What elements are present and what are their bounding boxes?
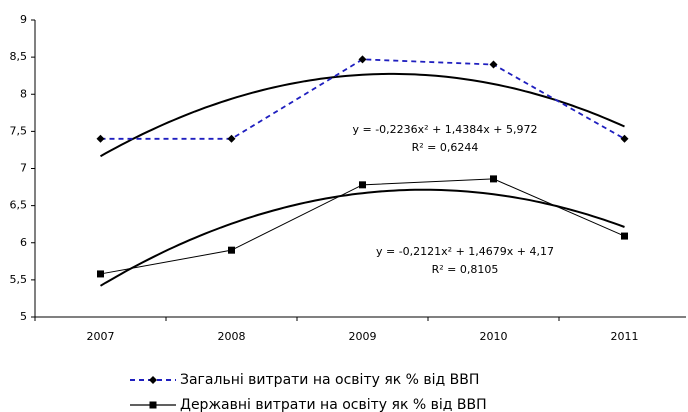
y-tick-label: 7,5 <box>10 124 28 137</box>
legend-label: Державні витрати на освіту як % від ВВП <box>180 397 487 412</box>
legend-marker <box>149 401 157 409</box>
x-tick-label: 2009 <box>349 330 377 343</box>
trend-equation: y = -0,2121x² + 1,4679x + 4,17 <box>376 245 554 258</box>
trendline <box>100 72 625 158</box>
legend: Загальні витрати на освіту як % від ВВП Д… <box>130 372 487 412</box>
y-tick-label: 7 <box>20 162 27 175</box>
marker <box>228 246 235 254</box>
x-tick-label: 2010 <box>480 330 508 343</box>
marker <box>359 181 366 189</box>
x-tick-label: 2007 <box>87 330 115 343</box>
marker <box>489 60 498 69</box>
trend-equation: y = -0,2236x² + 1,4384x + 5,972 <box>352 123 537 136</box>
marker <box>358 55 367 64</box>
trendline <box>99 188 625 287</box>
marker <box>490 175 497 183</box>
legend-label: Загальні витрати на освіту як % від ВВП <box>180 372 479 388</box>
marker <box>621 232 628 240</box>
y-tick-label: 5 <box>20 310 27 323</box>
trend-r2: R² = 0,8105 <box>432 263 499 276</box>
y-tick-label: 8 <box>20 87 27 100</box>
marker <box>96 134 105 143</box>
marker <box>227 134 236 143</box>
y-tick-label: 8,5 <box>10 50 28 63</box>
x-tick-label: 2011 <box>611 330 639 343</box>
marker <box>97 270 104 278</box>
y-tick-label: 5,5 <box>10 273 28 286</box>
y-tick-label: 6,5 <box>10 199 28 212</box>
marker <box>620 134 629 143</box>
legend-marker <box>149 376 157 384</box>
x-tick-label: 2008 <box>218 330 246 343</box>
y-tick-label: 6 <box>20 236 27 249</box>
trend-r2: R² = 0,6244 <box>412 141 479 154</box>
y-tick-label: 9 <box>20 13 27 26</box>
